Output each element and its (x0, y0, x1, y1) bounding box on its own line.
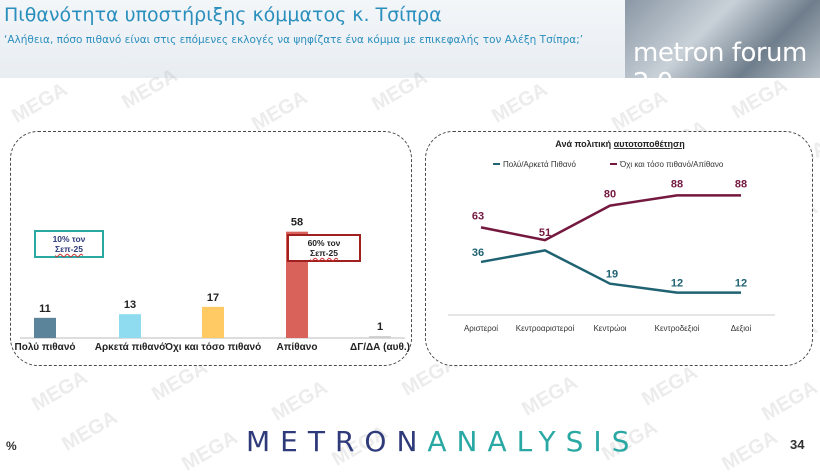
line-category-label: Αριστεροί (464, 324, 498, 333)
series-line-1 (480, 194, 741, 242)
bar-value-label: 13 (124, 299, 136, 311)
bar-value-label: 17 (207, 292, 219, 304)
bar-4 (369, 336, 391, 338)
bar-2 (202, 306, 224, 338)
percent-sign: % (6, 439, 17, 453)
bar-category-label: Αρκετά πιθανό (95, 342, 166, 353)
metron-analysis-logo: METRONANALYSIS (246, 425, 639, 458)
bar-category-label: Πολύ πιθανό (15, 342, 76, 353)
line-chart: Ανά πολιτική αυτοτοποθέτηση Πολύ/Αρκετά Π… (448, 139, 775, 333)
page-title: Πιθανότητα υποστήριξης κόμματος κ. Τσίπρ… (4, 4, 442, 26)
line-category-label: Κεντρώοι (593, 324, 626, 333)
legend-label-1: Όχι και τόσο πιθανό/Απίθανο (619, 160, 724, 169)
line-chart-title-suffix: αυτοτοποθέτηση (614, 139, 685, 149)
brand-right: ANALYSIS (427, 425, 640, 458)
callout-left-line2: Σεπ-25 (55, 244, 83, 254)
callout-right-line1: 60% τον (307, 238, 341, 248)
bar-category-label: Όχι και τόσο πιθανό (164, 342, 261, 353)
line-category-label: Κεντροδεξιοί (655, 324, 700, 333)
page-number: 34 (790, 437, 805, 452)
series-data-label: 80 (604, 189, 616, 201)
legend-label-0: Πολύ/Αρκετά Πιθανό (503, 160, 576, 169)
series-data-label: 19 (606, 269, 618, 281)
bar-0 (34, 317, 56, 338)
callout-left-line1: 10% τον (52, 234, 86, 244)
line-category-label: Δεξιοί (731, 324, 752, 333)
bar-category-label: Απίθανο (277, 342, 318, 353)
series-line-0 (480, 249, 741, 294)
bar-value-label: 58 (291, 217, 303, 229)
callout-left: 10% τον Σεπ-25 (34, 230, 104, 258)
bar-category-label: ΔΓ/ΔΑ (αυθ.) (350, 342, 410, 353)
series-data-label: 51 (539, 227, 551, 239)
page-subtitle: ‘Αλήθεια, πόσο πιθανό είναι στις επόμενε… (4, 34, 584, 46)
callout-right: 60% τον Σεπ-25 (287, 234, 361, 262)
brand-left: METRON (246, 425, 428, 458)
series-data-label: 88 (735, 178, 747, 190)
forum-logo: metron forum 2.0 (625, 0, 820, 78)
forum-logo-text: metron forum 2.0 (633, 38, 807, 78)
line-chart-panel (425, 131, 813, 366)
line-chart-title: Ανά πολιτική αυτοτοποθέτηση (555, 139, 684, 149)
series-data-label: 63 (472, 210, 484, 222)
series-data-label: 12 (735, 278, 747, 290)
line-chart-title-prefix: Ανά πολιτική (555, 139, 613, 149)
bar-value-label: 1 (377, 321, 383, 333)
series-data-label: 12 (671, 278, 683, 290)
series-data-label: 88 (671, 178, 683, 190)
bar-1 (119, 314, 141, 338)
bar-value-label: 11 (39, 303, 51, 315)
callout-right-line2: Σεπ-25 (310, 248, 338, 258)
line-category-label: Κεντροαριστεροί (516, 324, 575, 333)
series-data-label: 36 (472, 247, 484, 259)
